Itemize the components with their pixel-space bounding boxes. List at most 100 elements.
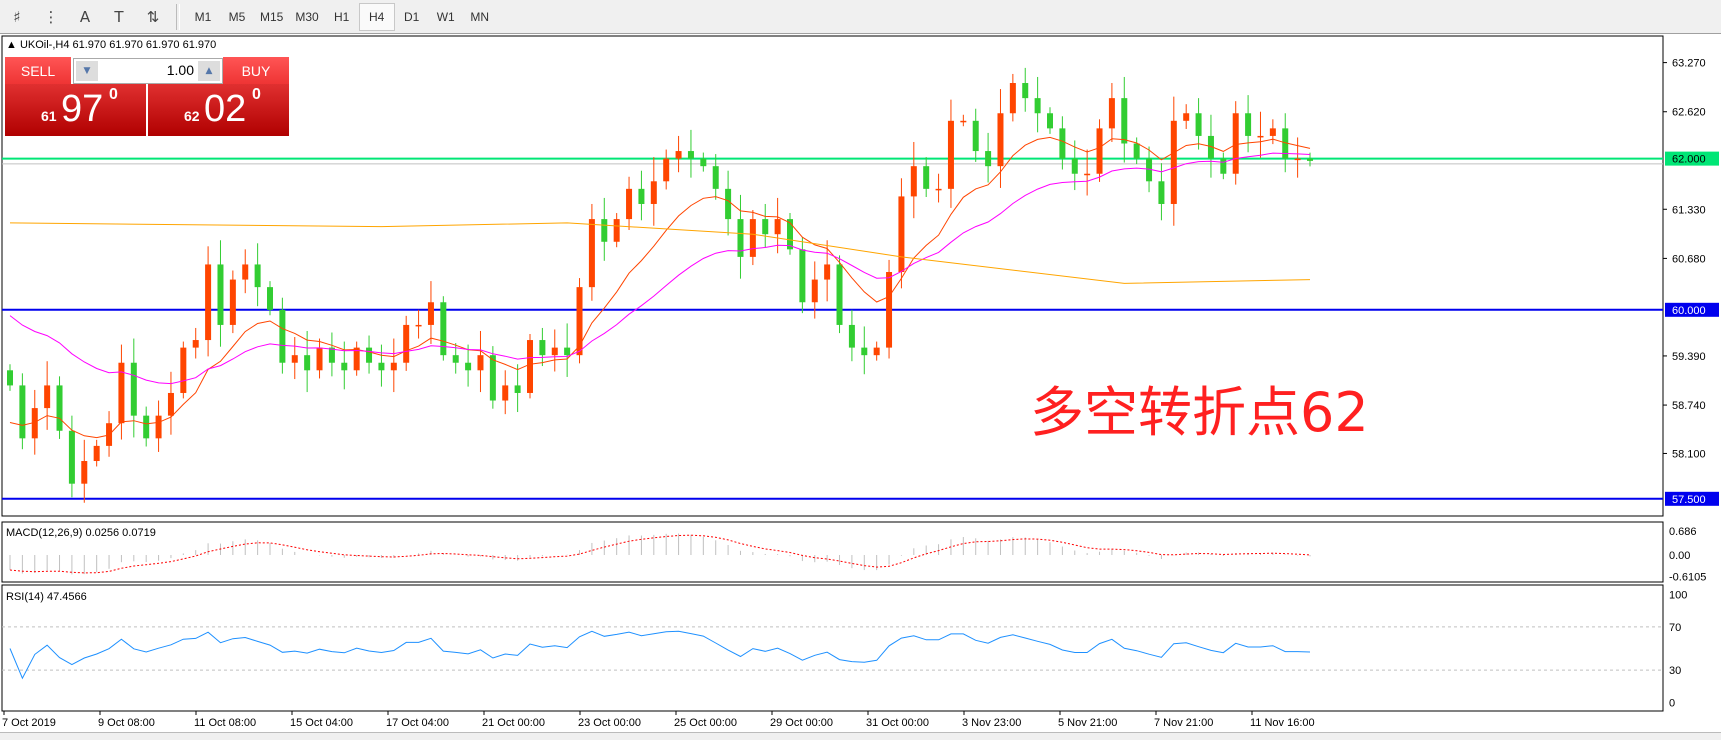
time-label: 25 Oct 00:00 (674, 717, 737, 729)
time-label: 3 Nov 23:00 (962, 717, 1021, 729)
candle-body (31, 408, 38, 439)
candle-body (514, 385, 521, 393)
candle-body (242, 264, 249, 280)
candle-body (353, 347, 360, 371)
time-label: 7 Oct 2019 (2, 717, 56, 729)
candle-body (7, 370, 13, 386)
fibonacci-grid-icon[interactable]: ⋮ (43, 7, 59, 26)
level-price-badge (1665, 491, 1719, 506)
fibonacci-fan-icon[interactable]: ♯ (13, 7, 21, 26)
candle-body (626, 188, 633, 220)
candle-body (267, 287, 273, 310)
rsi-pane (1, 584, 1664, 712)
candle-body (824, 264, 831, 280)
macd-signal-line (9, 534, 1311, 574)
candle-body (130, 362, 137, 416)
candle-body (440, 302, 447, 356)
chart-annotation: 多空转折点62 (1030, 381, 1369, 444)
candle-body (1071, 158, 1078, 174)
candle-body (799, 249, 806, 303)
candle-body (403, 324, 410, 363)
candle-body (749, 219, 756, 257)
candle-body (539, 340, 546, 356)
rsi-line (9, 630, 1311, 680)
candle-body (1096, 128, 1103, 174)
candle-body (601, 219, 608, 242)
candle-body (1009, 83, 1016, 114)
rsi-tick-label: 0 (1669, 698, 1675, 710)
candle-body (588, 219, 595, 288)
candle-body (465, 362, 472, 371)
time-label: 23 Oct 00:00 (578, 717, 641, 729)
candle-body (427, 302, 434, 325)
buy-button[interactable]: BUY (223, 57, 289, 85)
timeframe-mn[interactable]: MN (470, 9, 490, 24)
lot-decrease-button[interactable]: ▼ (76, 61, 98, 81)
timeframe-h1[interactable]: H1 (334, 9, 350, 24)
candle-body (118, 362, 125, 424)
candle-body (180, 347, 187, 393)
timeframe-m15[interactable]: M15 (260, 9, 284, 24)
candle-body (254, 264, 261, 288)
time-label: 11 Oct 08:00 (194, 717, 256, 729)
candle-body (787, 219, 793, 250)
timeframe-w1[interactable]: W1 (436, 9, 455, 24)
price-tick-label: 63.270 (1672, 58, 1706, 70)
candle-body (886, 272, 893, 348)
lot-input[interactable]: 1.00 (166, 62, 194, 78)
sell-button[interactable]: SELL (5, 57, 71, 85)
candle-body (56, 385, 63, 431)
timeframe-m30[interactable]: M30 (295, 9, 319, 24)
timeframe-m1[interactable]: M1 (194, 9, 212, 24)
timeframe-h4[interactable]: H4 (358, 2, 395, 31)
chart-tabs-bar[interactable] (0, 732, 1721, 740)
candle-body (910, 166, 917, 197)
candle-body (1282, 128, 1289, 159)
candle-body (316, 347, 323, 371)
time-label: 29 Oct 00:00 (770, 717, 833, 729)
text-icon[interactable]: A (79, 7, 91, 26)
candle-body (1084, 173, 1091, 176)
timeframe-d1[interactable]: D1 (404, 9, 420, 24)
timeframe-m5[interactable]: M5 (228, 9, 246, 24)
lot-increase-button[interactable]: ▲ (198, 61, 220, 81)
candle-body (19, 385, 26, 439)
candle-body (279, 309, 286, 363)
level-price-label: 60.000 (1672, 305, 1706, 317)
text-label-icon[interactable]: T (114, 7, 124, 26)
arrows-icon[interactable]: ⇅ (146, 7, 160, 26)
candle-body (1195, 113, 1202, 136)
sell-price[interactable]: 61 97 0 (5, 84, 146, 136)
candle-body (1232, 113, 1239, 174)
candle-body (328, 347, 335, 363)
lot-stepper[interactable]: ▼ 1.00 ▲ (73, 58, 223, 84)
candle-body (1059, 128, 1066, 159)
level-price-badge (1665, 151, 1719, 166)
buy-price-point: 0 (252, 86, 261, 103)
candle-body (650, 181, 657, 204)
candle-body (1133, 143, 1140, 159)
candle-body (1146, 158, 1153, 182)
candle-body (415, 324, 422, 327)
candle-body (762, 219, 769, 235)
candle-body (564, 347, 571, 356)
candle-body (502, 385, 509, 401)
candle-body (873, 347, 880, 356)
macd-tick-label: -0.6105 (1669, 571, 1706, 583)
candle-body (205, 264, 212, 341)
candle-body (700, 158, 707, 167)
candle-body (1245, 113, 1252, 136)
candle-body (217, 264, 224, 325)
candle-body (997, 113, 1004, 167)
buy-price[interactable]: 62 02 0 (148, 84, 289, 136)
symbol-info: ▲ UKOil-,H4 61.970 61.970 61.970 61.970 (6, 39, 217, 51)
toolbar-separator (176, 3, 180, 30)
candle-body (68, 430, 75, 484)
candle-body (477, 355, 484, 371)
candle-body (1108, 98, 1115, 129)
rsi-label: RSI(14) 47.4566 (6, 591, 87, 603)
candle-body (774, 219, 781, 235)
candle-body (192, 340, 199, 348)
candle-body (947, 120, 954, 189)
